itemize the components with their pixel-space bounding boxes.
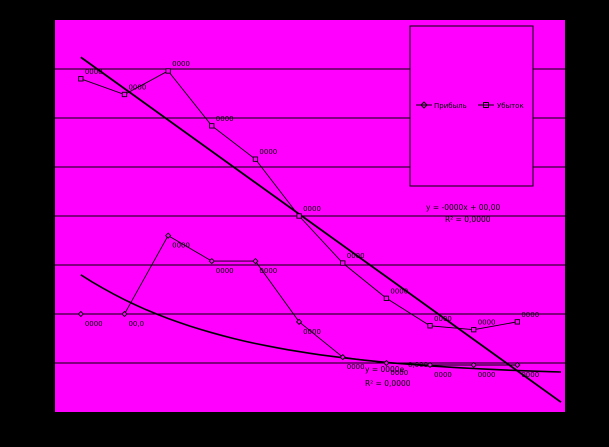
point-profit — [295, 318, 303, 325]
series-layer — [77, 68, 521, 369]
point-profit — [339, 353, 346, 361]
legend-marker-profit — [420, 101, 428, 109]
point-loss — [121, 91, 128, 98]
data-label: 0000 — [347, 363, 365, 371]
exp-exponent: 0,000 — [408, 361, 428, 369]
data-label: 0000 — [521, 371, 539, 379]
legend-label-loss: Убыток — [497, 102, 524, 110]
data-label: 0000 — [478, 319, 496, 327]
linear-r2: R² = 0,0000 — [445, 215, 491, 224]
point-loss — [209, 123, 215, 129]
data-label: 0000 — [390, 369, 408, 377]
data-label: 0000 — [347, 252, 365, 260]
point-loss — [165, 68, 171, 74]
data-label: 0000 — [303, 328, 321, 336]
point-profit — [164, 232, 172, 239]
data-label: 0000 — [434, 371, 452, 379]
point-profit — [383, 359, 390, 367]
exp-equation: y = 0000e — [365, 365, 405, 374]
data-label: 0000 — [478, 371, 496, 379]
point-profit — [514, 361, 521, 369]
trendline-linear — [80, 56, 562, 403]
trendline-exponential — [80, 274, 562, 373]
point-loss — [427, 323, 433, 329]
point-loss — [252, 156, 259, 162]
point-loss — [78, 76, 84, 82]
data-label: 0000 — [85, 68, 103, 76]
point-profit — [252, 257, 259, 265]
trendlines — [80, 56, 562, 403]
data-label: 0000 — [216, 267, 234, 275]
data-label: 00,0 — [128, 320, 144, 328]
data-label: 0000 — [434, 315, 452, 323]
legend-marker-loss — [483, 102, 489, 108]
point-profit — [426, 361, 434, 369]
legend-box — [409, 25, 534, 187]
data-label: 0000 — [216, 115, 234, 123]
data-label: 0000 — [259, 148, 277, 156]
legend: Прибыль Убыток — [409, 25, 534, 187]
point-loss — [514, 319, 520, 325]
exp-r2: R² = 0,0000 — [365, 379, 411, 388]
point-profit — [208, 257, 215, 265]
linear-equation: y = -0000x + 00,00 — [426, 203, 500, 212]
data-label: 0000 — [172, 242, 190, 250]
point-profit — [470, 361, 477, 369]
data-labels: 0000 00,0 0000 0000 0000 0000 0000 0000 0000 0000… — [85, 60, 539, 379]
data-label: 0000 — [128, 83, 146, 91]
point-loss — [340, 260, 346, 266]
point-profit — [77, 310, 84, 318]
point-loss — [383, 295, 390, 301]
data-label: 0000 — [85, 320, 103, 328]
data-label: 0000 — [390, 287, 408, 295]
legend-label-profit: Прибыль — [434, 102, 467, 110]
data-label: 0000 — [521, 311, 539, 319]
point-profit — [121, 310, 128, 318]
point-loss — [296, 213, 302, 219]
data-label: 0000 — [172, 60, 190, 68]
data-label: 0000 — [303, 205, 321, 213]
data-label: 0000 — [259, 267, 277, 275]
point-loss — [471, 327, 477, 333]
